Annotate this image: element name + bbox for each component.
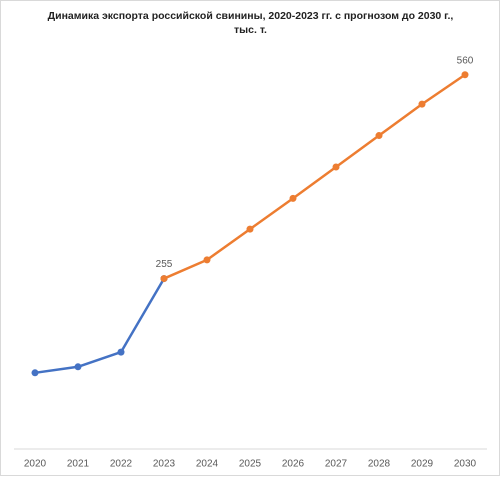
- data-point: [117, 348, 125, 356]
- data-point: [31, 369, 39, 377]
- x-tick-label: 2021: [67, 459, 90, 470]
- chart-title: Динамика экспорта российской свинины, 20…: [47, 10, 454, 36]
- data-point: [74, 363, 82, 371]
- x-tick-label: 2026: [282, 459, 305, 470]
- x-tick-label: 2020: [24, 459, 47, 470]
- x-tick-label: 2025: [239, 459, 262, 470]
- data-point: [461, 71, 469, 79]
- series-line: [163, 73, 466, 280]
- data-point: [375, 132, 383, 140]
- data-point: [332, 163, 340, 171]
- data-point: [203, 256, 211, 264]
- data-label: 255: [156, 259, 173, 270]
- x-tick-label: 2030: [454, 459, 477, 470]
- data-label: 560: [457, 55, 474, 66]
- data-point: [160, 275, 168, 283]
- data-point: [246, 225, 254, 233]
- x-tick-label: 2027: [325, 459, 348, 470]
- x-tick-label: 2024: [196, 459, 219, 470]
- x-tick-label: 2028: [368, 459, 391, 470]
- x-tick-label: 2022: [110, 459, 133, 470]
- data-point: [289, 194, 297, 202]
- x-tick-label: 2023: [153, 459, 176, 470]
- x-tick-label: 2029: [411, 459, 434, 470]
- data-point: [418, 100, 426, 108]
- series-line: [34, 277, 166, 375]
